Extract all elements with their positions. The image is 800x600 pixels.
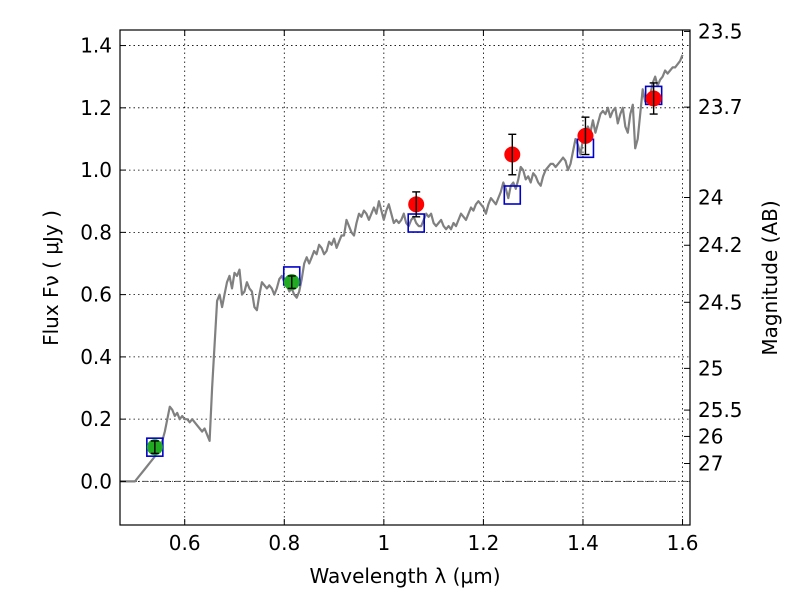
model-spectrum-line: [120, 54, 684, 483]
x-tick-label: 1.6: [667, 531, 699, 555]
grid-lines: [120, 30, 690, 525]
y-tick-label: 1.0: [80, 158, 112, 182]
mag-tick-label: 27: [698, 452, 723, 476]
mag-tick-label: 24.2: [698, 233, 743, 257]
y-tick-label: 0.2: [80, 407, 112, 431]
data-series: [120, 54, 684, 483]
x-tick-label: 0.6: [169, 531, 201, 555]
x-tick-label: 0.8: [268, 531, 300, 555]
y-axis-ticks: 0.0 0.2 0.4 0.6 0.8 1.0 1.2 1.4: [80, 34, 126, 493]
mag-tick-label: 24.5: [698, 290, 743, 314]
mag-tick-label: 24: [698, 185, 723, 209]
y-tick-label: 0.0: [80, 469, 112, 493]
mag-tick-label: 23.7: [698, 95, 743, 119]
y-axis-label: Flux Fν ( μJy ): [39, 210, 63, 346]
x-axis-label: Wavelength λ (μm): [309, 564, 500, 588]
y2-axis-label: Magnitude (AB): [758, 200, 782, 355]
plot-frame: [119, 29, 691, 526]
y-tick-label: 1.4: [80, 34, 112, 58]
y-tick-label: 0.4: [80, 345, 112, 369]
y-tick-label: 1.2: [80, 96, 112, 120]
y-tick-label: 0.8: [80, 220, 112, 244]
model-photometry-square: [503, 185, 522, 205]
x-tick-label: 1.4: [567, 531, 599, 555]
x-tick-label: 1: [377, 531, 390, 555]
mag-tick-label: 23.5: [698, 19, 743, 43]
mag-tick-label: 25.5: [698, 398, 743, 422]
y-tick-label: 0.6: [80, 283, 112, 307]
x-tick-label: 1.2: [467, 531, 499, 555]
mag-tick-label: 25: [698, 356, 723, 380]
magnitude-axis-ticks: 23.5 23.7 24 24.2 24.5 25 25.526 27: [684, 19, 743, 476]
mag-tick-label: 26: [698, 424, 723, 448]
x-axis-ticks: 0.6 0.8 1 1.2 1.4 1.6: [169, 30, 699, 555]
